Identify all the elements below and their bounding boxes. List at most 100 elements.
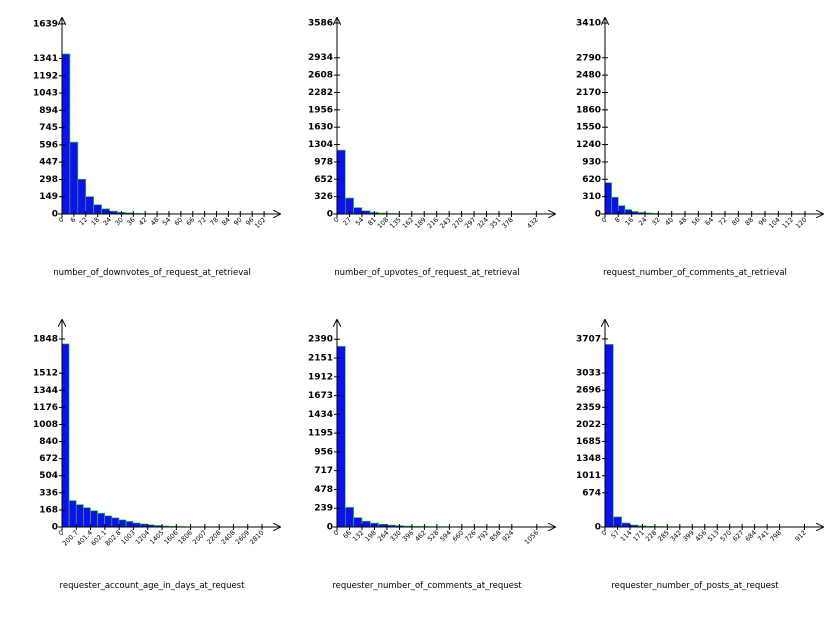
y-tick-label: 1195 [308,429,333,439]
y-tick-label: 298 [39,175,58,185]
y-tick-label: 672 [39,454,58,464]
y-tick-label: 978 [314,157,333,167]
x-tick-label: 40 [664,216,676,228]
x-tick-label: 72 [197,216,209,228]
x-tick-label: 0 [57,529,66,538]
y-tick-label: 2934 [308,53,333,63]
x-tick-label: 270 [451,216,465,230]
y-tick-label: 2390 [308,335,333,345]
x-tick-label: 48 [149,216,161,228]
x-tick-label: 64 [704,216,716,228]
x-tick-label: 243 [438,216,452,230]
x-tick-label: 66 [185,216,197,228]
x-tick-label: 399 [681,529,695,543]
y-tick-label: 149 [39,192,58,202]
y-tick-label: 745 [39,123,58,133]
y-tick-label: 168 [39,505,58,515]
x-tick-label: 1204 [134,529,151,546]
y-tick-label: 3410 [576,19,601,29]
x-tick-label: 2609 [234,529,251,546]
y-tick-label: 2359 [576,403,601,413]
x-tick-label: 1003 [119,529,136,546]
x-tick-label: 81 [366,216,378,228]
x-tick-label: 924 [501,529,515,543]
histogram-bar [604,344,614,528]
x-tick-label: 792 [476,529,490,543]
histogram-bar [69,141,79,215]
y-tick-label: 3586 [308,19,333,29]
histogram-bar [97,512,106,528]
x-tick-label: 432 [525,216,539,230]
x-tick-label: 297 [463,216,477,230]
y-tick-label: 2608 [308,71,333,81]
x-tick-label: 660 [451,529,465,543]
x-axis-label: requester_number_of_posts_at_request [611,581,779,591]
x-tick-label: 2007 [191,529,208,546]
x-tick-label: 1056 [523,529,540,546]
y-tick-label: 1240 [576,140,601,150]
histogram-bar [68,500,77,528]
x-tick-label: 24 [637,216,649,228]
x-tick-label: 627 [731,529,745,543]
y-tick-label: 1348 [576,454,601,464]
y-tick-label: 336 [39,488,58,498]
x-tick-label: 108 [376,216,390,230]
y-tick-label: 1008 [33,420,58,430]
x-tick-label: 0 [332,216,341,225]
x-tick-label: 56 [690,216,702,228]
x-tick-label: 6 [69,216,78,225]
x-tick-label: 48 [677,216,689,228]
y-tick-label: 0 [52,210,58,220]
x-tick-label: 2408 [219,529,236,546]
y-tick-label: 3707 [576,334,601,344]
x-tick-label: 60 [173,216,185,228]
x-tick-label: 57 [609,529,621,541]
x-tick-label: 66 [341,529,353,541]
y-tick-label: 2151 [308,354,333,364]
x-tick-label: 30 [113,216,125,228]
x-tick-label: 88 [744,216,756,228]
y-tick-label: 2282 [308,88,333,98]
y-tick-label: 2480 [576,71,601,81]
x-tick-label: 228 [644,529,658,543]
x-tick-label: 726 [463,529,477,543]
histogram-bar [361,520,371,528]
x-tick-label: 2208 [205,529,222,546]
x-tick-label: 1806 [177,529,194,546]
x-tick-label: 342 [669,529,683,543]
histogram-bar [353,207,363,215]
y-tick-label: 894 [39,106,58,116]
x-tick-label: 351 [488,216,502,230]
x-tick-label: 32 [650,216,662,228]
x-tick-label: 330 [388,529,402,543]
x-tick-label: 798 [769,529,783,543]
x-tick-label: 2810 [248,529,265,546]
y-tick-label: 0 [327,210,333,220]
y-tick-label: 0 [595,210,601,220]
x-tick-label: 285 [656,529,670,543]
y-tick-label: 620 [582,175,601,185]
x-tick-label: 378 [500,216,514,230]
x-tick-label: 216 [426,216,440,230]
x-tick-label: 858 [488,529,502,543]
y-tick-label: 1630 [308,123,333,133]
y-tick-label: 1176 [33,403,58,413]
y-tick-label: 2170 [576,88,601,98]
x-tick-label: 684 [744,529,758,543]
y-tick-label: 956 [314,447,333,457]
x-tick-label: 42 [137,216,149,228]
x-tick-label: 104 [767,216,781,230]
x-tick-label: 324 [476,216,490,230]
x-tick-label: 12 [78,216,90,228]
x-tick-label: 0 [600,529,609,538]
y-tick-label: 1639 [33,19,58,29]
x-tick-label: 462 [413,529,427,543]
x-tick-label: 802.8 [104,529,123,548]
histogram-bar [90,510,98,528]
y-tick-label: 1192 [33,71,58,81]
y-tick-label: 1912 [308,372,333,382]
y-tick-label: 2022 [576,420,601,430]
